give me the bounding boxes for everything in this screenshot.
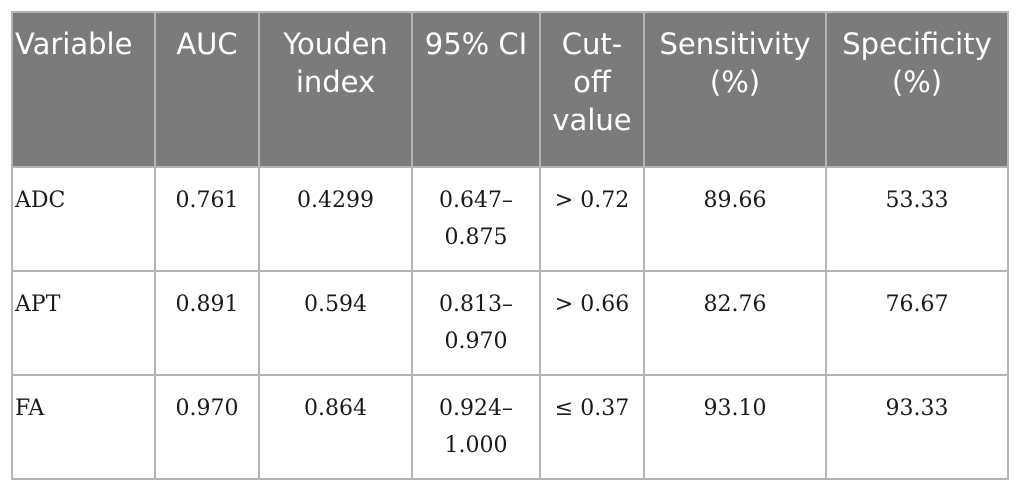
header-row: Variable AUC Youden index 95% CI Cut-off…	[11, 11, 1009, 168]
header-sensitivity: Sensitivity (%)	[643, 11, 827, 168]
cell-youden: 0.864	[258, 374, 413, 480]
cell-specificity: 93.33	[825, 374, 1009, 480]
cell-sensitivity: 89.66	[643, 166, 827, 272]
cell-cutoff: > 0.66	[539, 270, 645, 376]
cell-ci: 0.813– 0.970	[411, 270, 541, 376]
header-youden-index: Youden index	[258, 11, 413, 168]
header-specificity: Specificity (%)	[825, 11, 1009, 168]
ci-high: 1.000	[444, 433, 508, 458]
cell-youden: 0.594	[258, 270, 413, 376]
cell-variable: APT	[11, 270, 156, 376]
cell-cutoff: ≤ 0.37	[539, 374, 645, 480]
header-cutoff-value: Cut-off value	[539, 11, 645, 168]
header-auc: AUC	[154, 11, 260, 168]
cell-ci: 0.924– 1.000	[411, 374, 541, 480]
ci-high: 0.970	[444, 329, 508, 354]
cell-auc: 0.970	[154, 374, 260, 480]
table-container: Variable AUC Youden index 95% CI Cut-off…	[11, 11, 1009, 480]
cell-variable: ADC	[11, 166, 156, 272]
table-row: APT 0.891 0.594 0.813– 0.970 > 0.66 82.7…	[11, 270, 1009, 376]
table-row: ADC 0.761 0.4299 0.647– 0.875 > 0.72 89.…	[11, 166, 1009, 272]
cell-auc: 0.891	[154, 270, 260, 376]
cell-specificity: 76.67	[825, 270, 1009, 376]
ci-low: 0.924–	[439, 396, 513, 421]
cell-cutoff: > 0.72	[539, 166, 645, 272]
cell-ci: 0.647– 0.875	[411, 166, 541, 272]
header-variable: Variable	[11, 11, 156, 168]
cell-specificity: 53.33	[825, 166, 1009, 272]
cell-auc: 0.761	[154, 166, 260, 272]
ci-high: 0.875	[444, 225, 508, 250]
cell-variable: FA	[11, 374, 156, 480]
roc-results-table: Variable AUC Youden index 95% CI Cut-off…	[11, 11, 1009, 480]
table-row: FA 0.970 0.864 0.924– 1.000 ≤ 0.37 93.10…	[11, 374, 1009, 480]
cell-sensitivity: 93.10	[643, 374, 827, 480]
cell-sensitivity: 82.76	[643, 270, 827, 376]
header-95-ci: 95% CI	[411, 11, 541, 168]
cell-youden: 0.4299	[258, 166, 413, 272]
ci-low: 0.813–	[439, 292, 513, 317]
ci-low: 0.647–	[439, 188, 513, 213]
